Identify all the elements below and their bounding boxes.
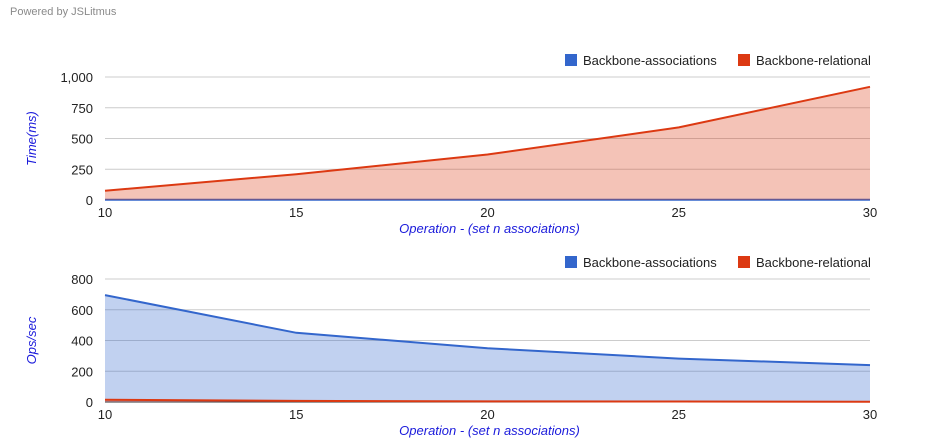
x-axis-title: Operation - (set n associations): [399, 221, 580, 236]
y-tick-label: 500: [71, 132, 93, 147]
powered-by-text: Powered by JSLitmus: [10, 6, 117, 18]
x-tick-label: 20: [480, 205, 494, 220]
y-tick-label: 400: [71, 334, 93, 349]
y-tick-label: 800: [71, 272, 93, 287]
x-axis-title: Operation - (set n associations): [399, 423, 580, 438]
legend-swatch: [565, 54, 577, 66]
legend-label: Backbone-relational: [756, 53, 871, 68]
x-tick-label: 30: [863, 407, 877, 422]
series-line-0: [104, 294, 871, 367]
y-tick-label: 0: [86, 193, 93, 208]
y-tick-label: 600: [71, 303, 93, 318]
series-line-1: [104, 398, 871, 403]
x-tick-label: 10: [98, 205, 112, 220]
x-tick-label: 30: [863, 205, 877, 220]
x-tick-label: 20: [480, 407, 494, 422]
x-tick-label: 25: [672, 407, 686, 422]
y-tick-label: 200: [71, 364, 93, 379]
y-tick-label: 1,000: [60, 70, 93, 85]
y-tick-label: 250: [71, 162, 93, 177]
legend-swatch: [565, 256, 577, 268]
legend-label: Backbone-associations: [583, 53, 717, 68]
y-tick-label: 0: [86, 395, 93, 410]
legend-label: Backbone-relational: [756, 255, 871, 270]
legend-swatch: [738, 54, 750, 66]
series-line-1: [104, 85, 871, 192]
x-tick-label: 15: [289, 407, 303, 422]
y-tick-label: 750: [71, 101, 93, 116]
series-area-1: [105, 86, 870, 200]
x-tick-label: 25: [672, 205, 686, 220]
legend-label: Backbone-associations: [583, 255, 717, 270]
time-chart: 0 250 500 750 1,000 10 15 20 25 30 Operation - (se…: [24, 53, 877, 236]
y-axis-title: Ops/sec: [24, 316, 39, 364]
ops-chart: 0 200 400 600 800 10 15 20 25 30 Operation - (set …: [24, 255, 877, 438]
y-axis-title: Time(ms): [24, 111, 39, 166]
legend-swatch: [738, 256, 750, 268]
x-tick-label: 10: [98, 407, 112, 422]
x-tick-label: 15: [289, 205, 303, 220]
